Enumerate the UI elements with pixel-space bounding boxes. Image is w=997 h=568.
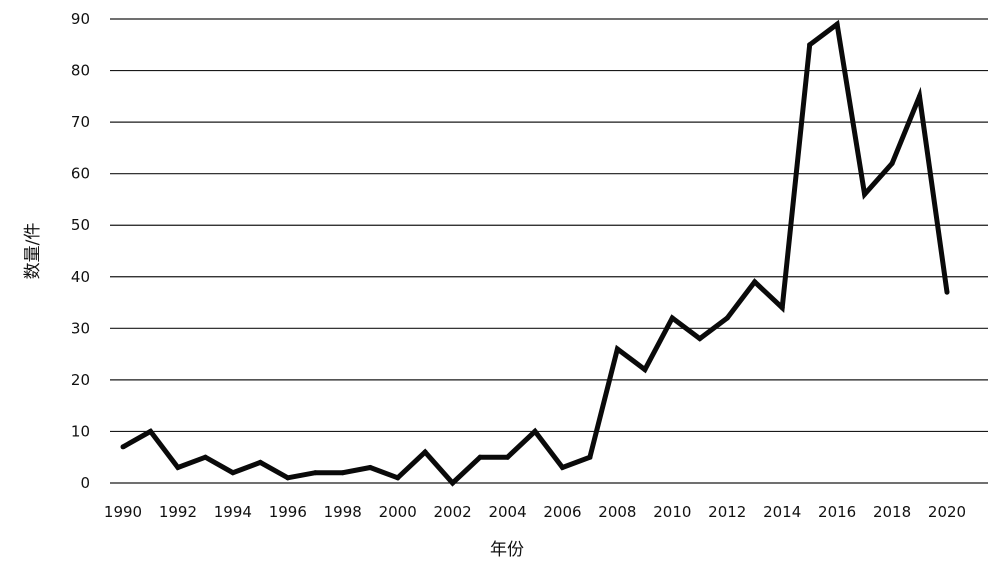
y-tick-label-40: 40 <box>71 268 90 286</box>
data-point-1994 <box>230 470 236 476</box>
y-tick-label-80: 80 <box>71 62 90 80</box>
data-point-2011 <box>697 336 703 342</box>
data-point-1993 <box>202 454 208 460</box>
data-point-2015 <box>807 42 813 48</box>
x-tick-label-2014: 2014 <box>763 503 801 521</box>
data-point-1992 <box>175 465 181 471</box>
data-point-1991 <box>147 428 153 434</box>
x-tick-label-2012: 2012 <box>708 503 746 521</box>
y-tick-label-0: 0 <box>80 474 90 492</box>
data-point-2020 <box>944 289 950 295</box>
data-point-1990 <box>120 444 126 450</box>
data-point-2007 <box>587 454 593 460</box>
data-point-2012 <box>724 315 730 321</box>
x-tick-label-2010: 2010 <box>653 503 691 521</box>
y-tick-label-60: 60 <box>71 165 90 183</box>
x-tick-label-2016: 2016 <box>818 503 856 521</box>
data-point-2008 <box>614 346 620 352</box>
data-point-2018 <box>889 160 895 166</box>
data-point-2013 <box>752 279 758 285</box>
data-point-2005 <box>532 428 538 434</box>
y-axis-ticks: 0 10 20 30 40 50 60 70 80 90 <box>71 10 90 492</box>
data-series <box>120 19 950 487</box>
data-point-2002 <box>450 480 456 486</box>
x-tick-label-2000: 2000 <box>379 503 417 521</box>
data-point-2017 <box>862 191 868 197</box>
x-tick-label-2006: 2006 <box>543 503 581 521</box>
data-point-2006 <box>559 465 565 471</box>
data-point-2014 <box>779 305 785 311</box>
data-point-1996 <box>285 475 291 481</box>
data-point-2010 <box>669 315 675 321</box>
data-point-1999 <box>367 465 373 471</box>
grid-lines <box>110 18 988 484</box>
x-tick-label-2004: 2004 <box>488 503 526 521</box>
x-tick-label-2008: 2008 <box>598 503 636 521</box>
x-tick-label-1992: 1992 <box>159 503 197 521</box>
x-axis-ticks: 1990 1992 1994 1996 1998 2000 2002 2004 2006 2008… <box>104 503 966 521</box>
x-tick-label-1994: 1994 <box>214 503 252 521</box>
x-tick-label-1990: 1990 <box>104 503 142 521</box>
y-tick-label-90: 90 <box>71 10 90 28</box>
data-point-2000 <box>395 475 401 481</box>
y-tick-label-50: 50 <box>71 216 90 234</box>
data-point-1995 <box>257 459 263 465</box>
data-point-2003 <box>477 454 483 460</box>
x-tick-label-2018: 2018 <box>873 503 911 521</box>
data-point-1998 <box>340 470 346 476</box>
data-point-2004 <box>505 454 511 460</box>
y-tick-label-30: 30 <box>71 319 90 337</box>
data-point-2001 <box>422 449 428 455</box>
x-tick-label-1996: 1996 <box>269 503 307 521</box>
y-tick-label-20: 20 <box>71 371 90 389</box>
series-line-0 <box>121 19 950 487</box>
y-tick-label-10: 10 <box>71 422 90 440</box>
x-tick-label-1998: 1998 <box>324 503 362 521</box>
data-point-1997 <box>312 470 318 476</box>
data-point-2019 <box>917 93 923 99</box>
x-axis-title: 年份 <box>490 540 524 560</box>
x-tick-label-2002: 2002 <box>434 503 472 521</box>
data-point-2016 <box>834 21 840 27</box>
x-tick-label-2020: 2020 <box>928 503 966 521</box>
y-axis-title: 数量/件 <box>23 223 43 280</box>
y-tick-label-70: 70 <box>71 113 90 131</box>
data-point-2009 <box>642 367 648 373</box>
